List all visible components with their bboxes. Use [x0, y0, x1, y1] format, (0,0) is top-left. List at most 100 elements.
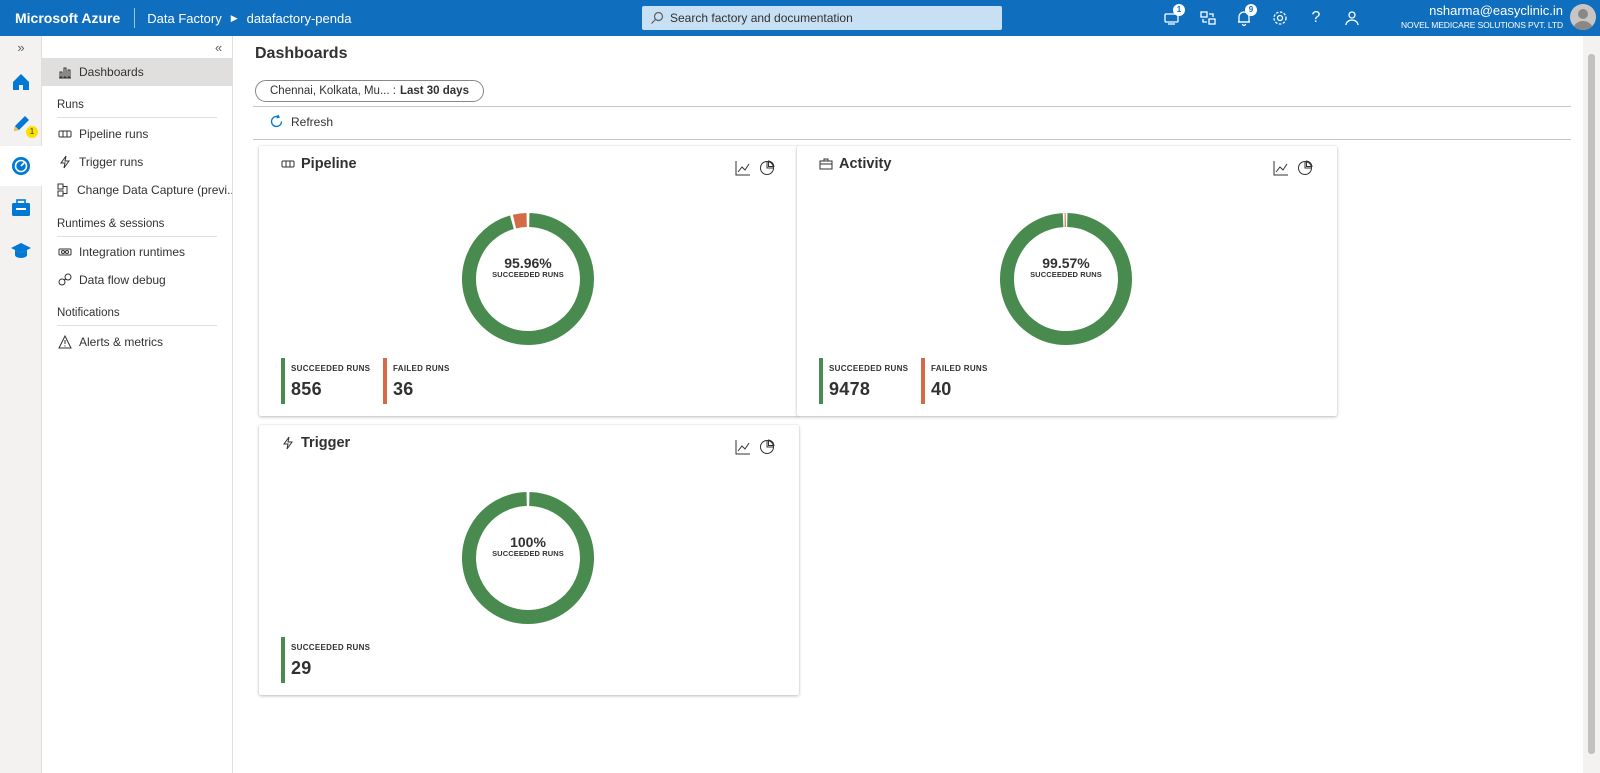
donut-label: SUCCEEDED RUNS	[492, 270, 564, 279]
learning-center-icon[interactable]	[0, 230, 42, 270]
dashboard-chart-icon	[57, 64, 73, 80]
help-icon[interactable]: ?	[1311, 9, 1321, 26]
pie-chart-icon[interactable]	[759, 160, 775, 176]
pipeline-card: Pipeline 95.96% SUCCEEDED RUNS SUCCEEDED…	[259, 146, 799, 416]
brand-title[interactable]: Microsoft Azure	[0, 8, 136, 28]
monitor-icon[interactable]	[0, 146, 42, 186]
card-title: Trigger	[281, 435, 350, 451]
warning-triangle-icon	[57, 334, 73, 350]
sidebar-item-label: Integration runtimes	[79, 245, 186, 259]
stat-label: SUCCEEDED RUNS	[829, 364, 909, 373]
line-chart-icon[interactable]	[735, 160, 751, 176]
sidebar-item-label: Dashboards	[79, 65, 144, 79]
line-chart-icon[interactable]	[735, 439, 751, 455]
search-icon	[651, 11, 664, 24]
line-chart-icon[interactable]	[1273, 160, 1289, 176]
activity-card: Activity 99.57% SUCCEEDED RUNS SUCCEEDED…	[797, 146, 1337, 416]
change-data-capture-icon	[57, 182, 71, 198]
sidebar-item-alerts-metrics[interactable]: Alerts & metrics	[42, 328, 232, 356]
section-notifications: Notifications	[57, 307, 217, 326]
donut-svg	[462, 213, 594, 345]
donut-success-arc	[462, 213, 594, 345]
failed-bar	[921, 358, 925, 404]
author-pencil-icon[interactable]: 1	[0, 104, 42, 144]
vertical-scrollbar[interactable]	[1583, 36, 1600, 773]
filter-range: Last 30 days	[399, 85, 469, 97]
filter-pill[interactable]: Chennai, Kolkata, Mu... : Last 30 days	[255, 80, 484, 102]
top-icon-group: 1 9 ?	[1154, 0, 1370, 36]
chevron-right-icon: ▶	[230, 12, 238, 23]
donut-label: SUCCEEDED RUNS	[1030, 270, 1102, 279]
refresh-button[interactable]: Refresh	[269, 114, 333, 129]
succeeded-bar	[281, 358, 285, 404]
card-title: Activity	[819, 156, 891, 172]
stat-value: 856	[291, 379, 322, 399]
briefcase-icon	[819, 157, 833, 171]
feedback-icon[interactable]	[1334, 0, 1370, 36]
divider	[253, 139, 1571, 140]
settings-gear-icon[interactable]	[1262, 0, 1298, 36]
manage-toolbox-icon[interactable]	[0, 188, 42, 228]
expand-rail-icon[interactable]: »	[17, 39, 25, 55]
main-content: Dashboards Chennai, Kolkata, Mu... : Las…	[233, 36, 1583, 773]
sidebar-item-label: Data flow debug	[79, 273, 166, 287]
stat-label: SUCCEEDED RUNS	[291, 364, 371, 373]
sidebar-item-dashboards[interactable]: Dashboards	[42, 58, 232, 86]
donut-success-arc	[1000, 213, 1132, 345]
user-organization: NOVEL MEDICARE SOLUTIONS PVT. LTD	[1400, 20, 1563, 30]
updates-icon[interactable]: 1	[1154, 0, 1190, 36]
stat-value: 9478	[829, 379, 871, 399]
succeeded-stat: SUCCEEDED RUNS 856	[281, 358, 370, 404]
breadcrumb: Data Factory ▶ datafactory-penda	[135, 11, 351, 26]
card-title-text: Activity	[839, 156, 892, 172]
search-input[interactable]: Search factory and documentation	[642, 6, 1002, 30]
notifications-badge: 9	[1245, 4, 1257, 16]
trigger-card: Trigger 100% SUCCEEDED RUNS SUCCEEDED RU…	[259, 425, 799, 695]
donut-chart: 100% SUCCEEDED RUNS	[461, 491, 595, 625]
lightning-icon	[57, 154, 73, 170]
home-icon[interactable]	[0, 62, 42, 102]
page-title: Dashboards	[255, 45, 348, 62]
donut-chart: 99.57% SUCCEEDED RUNS	[999, 212, 1133, 346]
lightning-icon	[281, 436, 295, 450]
donut-chart: 95.96% SUCCEEDED RUNS	[461, 212, 595, 346]
breadcrumb-data-factory[interactable]: Data Factory	[147, 10, 222, 26]
donut-center: 99.57% SUCCEEDED RUNS	[999, 256, 1133, 279]
data-flow-debug-icon	[57, 272, 73, 288]
author-badge: 1	[26, 126, 38, 138]
donut-label: SUCCEEDED RUNS	[492, 549, 564, 558]
succeeded-stat: SUCCEEDED RUNS 9478	[819, 358, 908, 404]
account-info[interactable]: nsharma@easyclinic.in NOVEL MEDICARE SOL…	[1401, 3, 1563, 31]
card-actions	[735, 160, 775, 176]
sidebar-item-integration-runtimes[interactable]: Integration runtimes	[42, 238, 232, 266]
left-rail: » 1	[0, 36, 42, 773]
avatar[interactable]	[1570, 4, 1596, 30]
succeeded-stat: SUCCEEDED RUNS 29	[281, 637, 370, 683]
scrollbar-thumb[interactable]	[1588, 54, 1595, 754]
pie-chart-icon[interactable]	[759, 439, 775, 455]
sidebar-item-data-flow-debug[interactable]: Data flow debug	[42, 266, 232, 294]
user-email: nsharma@easyclinic.in	[1429, 3, 1563, 18]
monitor-sidebar: « Dashboards Runs Pipeline runs Trigger …	[42, 36, 233, 773]
stat-label: FAILED RUNS	[931, 364, 988, 373]
card-title-text: Pipeline	[301, 156, 357, 172]
card-actions	[735, 439, 775, 455]
breadcrumb-factory-name[interactable]: datafactory-penda	[246, 10, 352, 26]
sidebar-item-change-data-capture[interactable]: Change Data Capture (previ...	[42, 176, 232, 204]
pipeline-icon	[57, 126, 73, 142]
updates-badge: 1	[1173, 4, 1185, 16]
refresh-label: Refresh	[291, 114, 334, 129]
section-runs: Runs	[57, 99, 217, 118]
sidebar-item-pipeline-runs[interactable]: Pipeline runs	[42, 120, 232, 148]
collapse-sidebar-icon[interactable]: «	[215, 40, 223, 55]
succeeded-bar	[819, 358, 823, 404]
section-runtimes-sessions: Runtimes & sessions	[57, 218, 217, 237]
stat-label: FAILED RUNS	[393, 364, 450, 373]
notifications-icon[interactable]: 9	[1226, 0, 1262, 36]
pie-chart-icon[interactable]	[1297, 160, 1313, 176]
refresh-icon	[270, 114, 283, 128]
switch-directory-icon[interactable]	[1190, 0, 1226, 36]
sidebar-item-label: Pipeline runs	[79, 127, 149, 141]
sidebar-item-trigger-runs[interactable]: Trigger runs	[42, 148, 232, 176]
sidebar-item-label: Alerts & metrics	[79, 335, 164, 349]
